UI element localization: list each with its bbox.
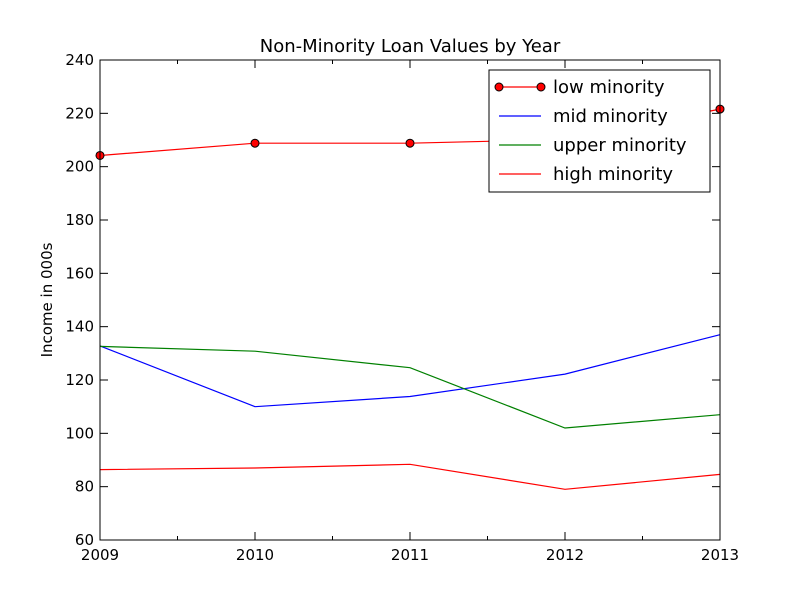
y-tick-label: 60: [75, 531, 94, 549]
y-tick-label: 120: [65, 371, 94, 389]
y-tick-label: 100: [65, 424, 94, 442]
y-tick-label: 180: [65, 211, 94, 229]
y-tick-label: 160: [65, 264, 94, 282]
legend: low minority mid minority upper minority hi…: [488, 69, 711, 193]
y-tick-label: 220: [65, 104, 94, 122]
y-axis-label: Income in 000s: [38, 242, 56, 357]
data-point-0-1: [250, 138, 260, 148]
legend-label-3: high minority: [553, 164, 673, 185]
series-line-3: [99, 463, 721, 490]
x-tick-label: 2012: [546, 546, 584, 564]
series-line-1: [99, 334, 721, 408]
x-tick-label: 2011: [391, 546, 429, 564]
legend-marker: [536, 82, 546, 92]
legend-label-0: low minority: [553, 77, 665, 98]
legend-box: [488, 69, 711, 193]
chart-title: Non-Minority Loan Values by Year: [260, 36, 561, 57]
series-line-2: [99, 345, 721, 429]
legend-label-2: upper minority: [553, 135, 687, 156]
x-tick-label: 2013: [701, 546, 739, 564]
y-tick-label: 140: [65, 318, 94, 336]
legend-marker: [494, 82, 504, 92]
x-tick-label: 2009: [81, 546, 119, 564]
x-tick-label: 2010: [236, 546, 274, 564]
data-point-0-2: [405, 138, 415, 148]
y-tick-label: 80: [75, 478, 94, 496]
y-tick-label: 240: [65, 51, 94, 69]
ticks-layer: 2009 2010 2011 2012 2013 60 80 100 120 140 160 180 2…: [65, 51, 739, 564]
legend-label-1: mid minority: [553, 106, 668, 127]
y-tick-label: 200: [65, 158, 94, 176]
